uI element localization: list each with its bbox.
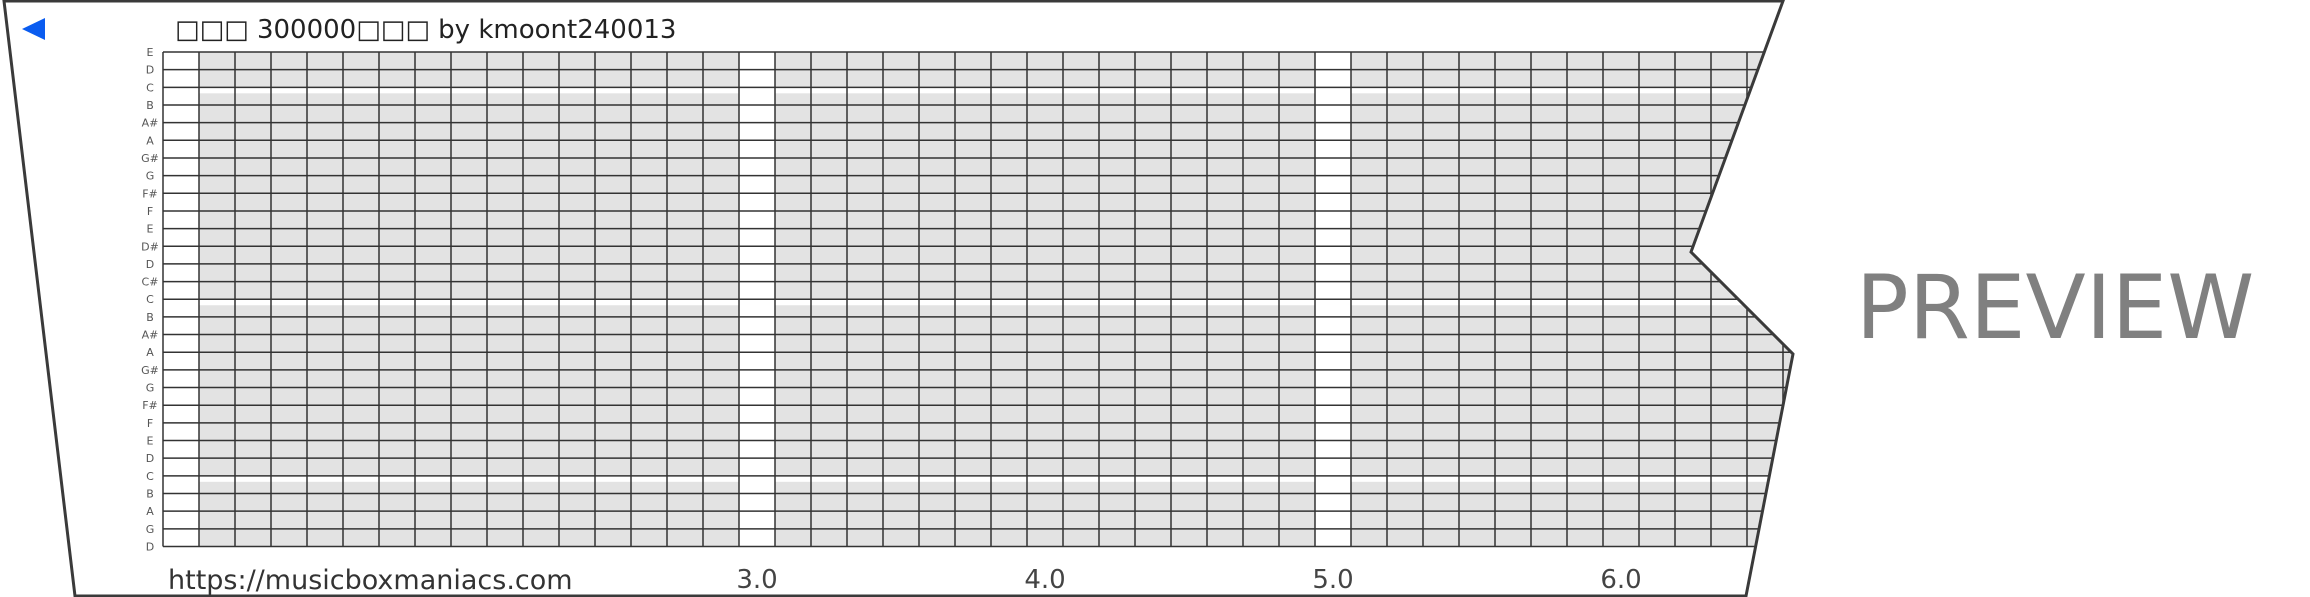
note-label: A# xyxy=(142,329,159,342)
note-label: B xyxy=(146,488,154,501)
site-url[interactable]: https://musicboxmaniacs.com xyxy=(168,565,573,596)
note-label: G xyxy=(146,170,155,183)
note-label: G xyxy=(146,523,155,536)
note-grid xyxy=(162,51,1793,548)
octave-separator xyxy=(199,87,1793,94)
note-label: D# xyxy=(141,240,159,253)
note-label: D xyxy=(146,258,154,271)
note-label: C xyxy=(146,293,154,306)
time-tick-label: 3.0 xyxy=(736,565,777,595)
note-label: C xyxy=(146,470,154,483)
time-ticks: 3.0 4.0 5.0 6.0 xyxy=(736,565,1641,595)
preview-watermark: PREVIEW xyxy=(1856,256,2255,359)
time-tick-label: 4.0 xyxy=(1024,565,1065,595)
note-label: A# xyxy=(142,117,159,130)
time-tick-label: 5.0 xyxy=(1312,565,1353,595)
octave-separator xyxy=(199,475,1793,482)
note-label: F xyxy=(147,417,153,430)
note-label: E xyxy=(147,46,154,59)
note-label: G xyxy=(146,382,155,395)
note-label: E xyxy=(147,223,154,236)
octave-separator xyxy=(199,299,1793,306)
note-label: C# xyxy=(142,276,159,289)
note-label: G# xyxy=(141,152,159,165)
time-tick-label: 6.0 xyxy=(1600,565,1641,595)
note-label: D xyxy=(146,452,154,465)
note-label: B xyxy=(146,311,154,324)
sheet-frame xyxy=(2,0,1795,597)
note-label: G# xyxy=(141,364,159,377)
note-label: A xyxy=(146,505,154,518)
note-label: D xyxy=(146,540,154,553)
note-label: C xyxy=(146,81,154,94)
note-label: B xyxy=(146,99,154,112)
note-label: F# xyxy=(142,187,158,200)
note-label: D xyxy=(146,64,154,77)
note-label: F xyxy=(147,205,153,218)
note-label: E xyxy=(147,435,154,448)
note-label: A xyxy=(146,346,154,359)
note-label: A xyxy=(146,134,154,147)
note-label: F# xyxy=(142,399,158,412)
back-arrow-icon[interactable] xyxy=(22,18,45,40)
sheet-title: □□□ 300000□□□ by kmoont240013 xyxy=(175,15,676,45)
